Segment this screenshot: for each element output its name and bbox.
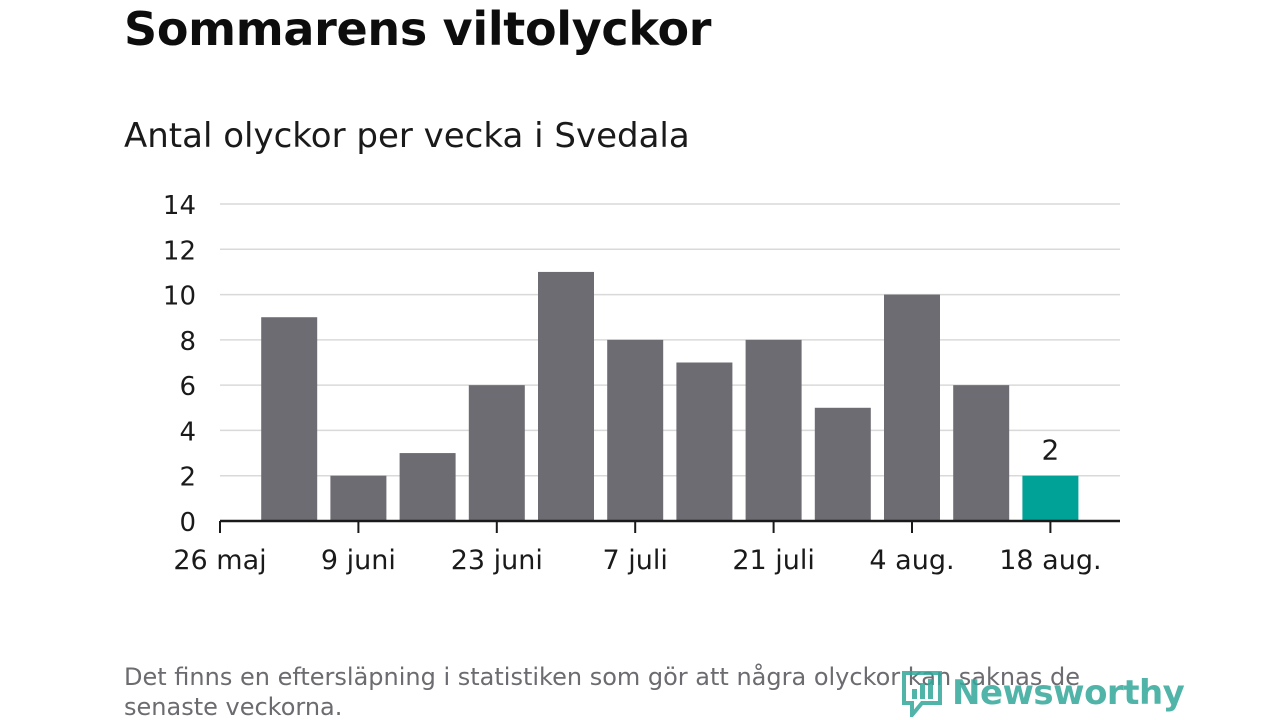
bar xyxy=(884,294,940,521)
bar xyxy=(676,362,733,521)
x-tick-label: 21 juli xyxy=(732,545,815,576)
x-tick-label: 9 juni xyxy=(321,545,396,576)
bar xyxy=(261,317,318,521)
bar xyxy=(953,385,1010,521)
brand-logo: Newsworthy xyxy=(900,668,1185,718)
data-label: 2 xyxy=(1041,434,1059,467)
highlighted-bar xyxy=(1022,475,1079,521)
x-tick-label: 7 juli xyxy=(603,545,668,576)
y-tick-label: 8 xyxy=(179,327,196,357)
y-tick-label: 4 xyxy=(179,417,196,447)
brand-name: Newsworthy xyxy=(952,673,1185,713)
bar xyxy=(745,339,802,521)
bar xyxy=(814,407,871,521)
x-tick-label: 18 aug. xyxy=(999,545,1101,576)
bar xyxy=(468,385,525,521)
y-tick-label: 0 xyxy=(179,508,196,538)
x-tick-label: 26 maj xyxy=(173,545,266,576)
y-tick-label: 6 xyxy=(179,372,196,402)
y-tick-label: 2 xyxy=(179,463,196,493)
chart-title: Sommarens viltolyckor xyxy=(124,2,712,56)
bar-chart: 0 2 4 6 8 10 12 14 2 26 maj 9 juni 23 juni 7 juli 21 … xyxy=(163,191,1120,576)
chart-subtitle: Antal olyckor per vecka i Svedala xyxy=(124,116,690,156)
y-tick-label: 12 xyxy=(163,236,196,266)
x-tick-label: 4 aug. xyxy=(869,545,954,576)
y-tick-label: 14 xyxy=(163,191,196,221)
bar xyxy=(399,453,456,521)
newsworthy-logo-icon xyxy=(902,671,942,717)
y-tick-label: 10 xyxy=(163,282,196,312)
bar xyxy=(538,271,594,521)
x-tick-label: 23 juni xyxy=(451,545,543,576)
bar xyxy=(607,339,664,521)
bar xyxy=(330,475,387,521)
